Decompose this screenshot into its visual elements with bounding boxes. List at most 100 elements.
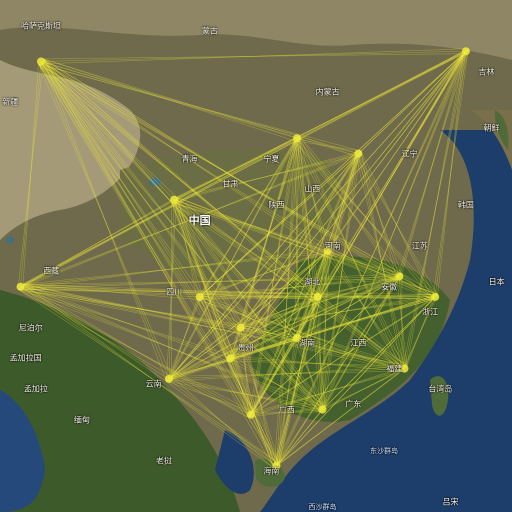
flow-line [43,58,398,280]
flow-line [176,196,295,341]
flow-line [232,299,433,357]
flow-line [299,253,326,336]
hub-guiyang [226,354,235,363]
place-label: 河南 [324,241,341,251]
flow-line [248,248,331,418]
flow-line [243,324,295,341]
flow-line [319,294,433,300]
flow-line [173,199,328,252]
flow-line [17,288,438,295]
flow-line [227,360,326,408]
flow-line [38,63,280,464]
hub-harbin [461,47,470,56]
flow-line [243,299,316,326]
flow-line [248,365,408,418]
flow-line [20,286,170,380]
flow-line [253,340,295,413]
flow-line [232,299,316,357]
flow-line [276,153,359,466]
flow-line [20,250,328,288]
flow-line [43,58,239,331]
flow-line [401,273,433,300]
flow-line [299,299,316,336]
flow-line [296,250,328,339]
flow-line [232,155,357,357]
flow-line [324,48,469,254]
flow-line [199,296,231,359]
flow-line [276,337,298,466]
place-label: 中国 [188,214,211,228]
flow-line [43,58,275,469]
flow-line [20,286,231,359]
flow-line [278,411,321,464]
flow-line [202,294,295,341]
flow-line [171,329,239,377]
flow-line [43,58,403,372]
hub-yinchuan [292,134,301,143]
flow-line [20,61,42,287]
flow-line [314,273,402,300]
flow-line [168,296,318,380]
flow-line [176,197,198,300]
flow-line [355,48,469,157]
flow-line [17,288,172,377]
flow-line [38,63,234,357]
flow-line [176,196,326,254]
flow-line [273,273,403,469]
hub-haikou [272,461,281,470]
flow-line [248,417,280,464]
flow-line [20,50,467,287]
flow-line [38,63,408,367]
flow-line [171,376,275,469]
flow-line [319,294,403,372]
flow-line [237,330,280,464]
flow-line [230,276,400,359]
flow-line [253,278,398,413]
flow-line [248,135,300,418]
flow-line [176,196,403,372]
flow-line [299,335,321,413]
flow-line [40,61,359,154]
flow-line [230,358,323,410]
flow-line [240,276,400,328]
flow-line [250,337,298,415]
flow-line [22,283,403,372]
flow-line [327,51,467,252]
flow-line [250,250,328,415]
flow-line [40,61,241,328]
flow-line [278,299,433,464]
flow-line [199,250,328,298]
flow-line [322,250,328,410]
flow-line [168,378,277,467]
flow-line [20,286,252,415]
flow-line [17,135,300,290]
flow-line [40,61,170,379]
flow-line [319,151,362,413]
hub-beijing [354,149,363,158]
flow-line [40,61,200,298]
flow-line [168,250,328,380]
flow-line [166,48,469,382]
flow-line [197,294,320,300]
flow-line [238,273,402,331]
flow-line [17,288,203,295]
flow-line [20,286,298,339]
flow-line [230,337,298,359]
flow-line [201,294,321,413]
flow-line [38,63,177,198]
flow-line [168,368,405,380]
flow-line [242,325,249,418]
flow-line [250,138,298,415]
flow-line [240,153,359,328]
flow-line [202,294,315,300]
flow-line [22,283,315,300]
flow-line [176,197,229,361]
flow-line [294,273,403,341]
place-label: 吉林 [478,67,495,77]
flow-line [314,48,469,300]
flow-line [273,151,362,469]
flow-line [40,61,298,139]
flow-line [227,248,331,362]
